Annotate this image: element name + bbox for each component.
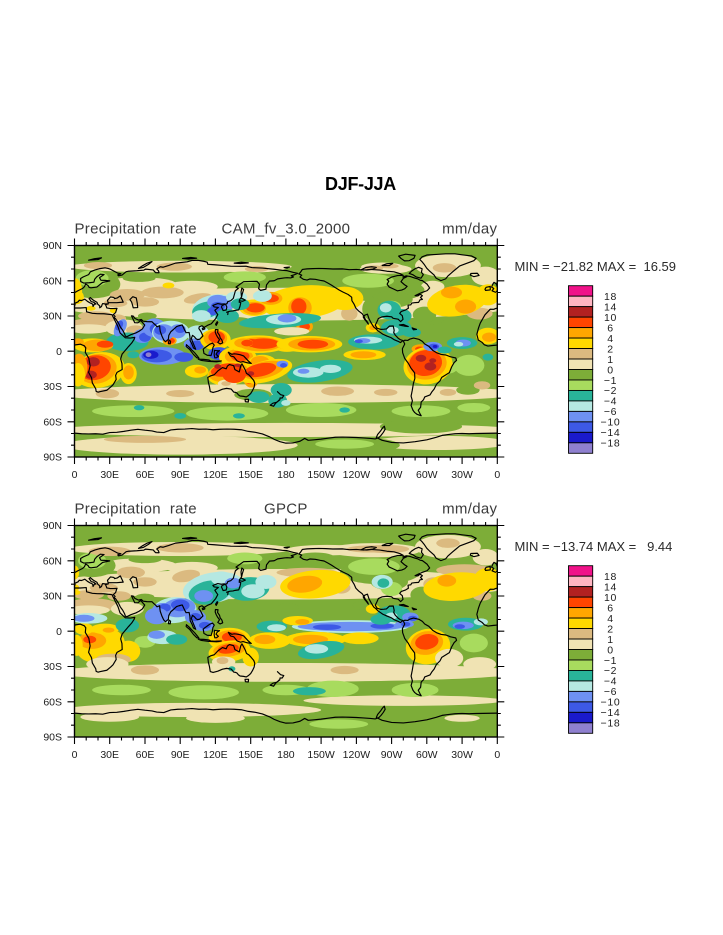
svg-text:30E: 30E — [100, 749, 119, 761]
svg-text:60E: 60E — [136, 749, 155, 761]
svg-text:18: 18 — [604, 291, 617, 303]
svg-text:Precipitation rate: Precipitation rate — [75, 221, 197, 238]
svg-text:60W: 60W — [416, 749, 438, 761]
svg-text:90S: 90S — [43, 452, 62, 464]
svg-text:14: 14 — [604, 582, 617, 594]
svg-text:60S: 60S — [43, 416, 62, 428]
svg-text:2: 2 — [607, 343, 614, 355]
svg-text:−1: −1 — [604, 375, 617, 387]
svg-text:60W: 60W — [416, 469, 438, 481]
svg-text:0: 0 — [607, 364, 614, 376]
svg-text:10: 10 — [604, 592, 617, 604]
svg-text:180: 180 — [277, 749, 295, 761]
svg-text:2: 2 — [607, 623, 614, 635]
svg-text:30N: 30N — [43, 311, 62, 323]
svg-text:6: 6 — [607, 602, 614, 614]
svg-text:−14: −14 — [601, 707, 621, 719]
svg-text:GPCP: GPCP — [264, 501, 308, 518]
svg-text:150W: 150W — [307, 469, 335, 481]
svg-text:90N: 90N — [43, 240, 62, 252]
svg-text:90E: 90E — [171, 749, 190, 761]
svg-text:−4: −4 — [604, 396, 617, 408]
svg-text:90S: 90S — [43, 732, 62, 744]
svg-text:120W: 120W — [343, 749, 371, 761]
svg-text:−6: −6 — [604, 406, 617, 418]
svg-text:150E: 150E — [238, 749, 263, 761]
svg-text:30N: 30N — [43, 591, 62, 603]
svg-text:−10: −10 — [601, 417, 621, 429]
svg-text:4: 4 — [607, 333, 614, 345]
svg-text:90N: 90N — [43, 520, 62, 532]
svg-text:−10: −10 — [601, 697, 621, 709]
svg-text:0: 0 — [607, 644, 614, 656]
svg-text:0: 0 — [72, 469, 78, 481]
svg-text:MIN = −21.82 MAX = 16.59: MIN = −21.82 MAX = 16.59 — [515, 259, 677, 274]
svg-text:30S: 30S — [43, 661, 62, 673]
svg-text:90W: 90W — [381, 469, 403, 481]
svg-text:−6: −6 — [604, 686, 617, 698]
svg-text:30S: 30S — [43, 381, 62, 393]
svg-text:0: 0 — [72, 749, 78, 761]
svg-text:4: 4 — [607, 613, 614, 625]
svg-text:−14: −14 — [601, 427, 621, 439]
svg-text:−2: −2 — [604, 665, 617, 677]
svg-text:150E: 150E — [238, 469, 263, 481]
svg-text:60N: 60N — [43, 275, 62, 287]
svg-text:30E: 30E — [100, 469, 119, 481]
svg-text:120E: 120E — [203, 749, 228, 761]
svg-text:mm/day: mm/day — [442, 501, 497, 518]
svg-text:−4: −4 — [604, 676, 617, 688]
svg-text:Precipitation rate: Precipitation rate — [75, 501, 197, 518]
svg-text:mm/day: mm/day — [442, 221, 497, 238]
svg-text:90E: 90E — [171, 469, 190, 481]
svg-text:150W: 150W — [307, 749, 335, 761]
svg-text:18: 18 — [604, 571, 617, 583]
svg-text:1: 1 — [607, 354, 614, 366]
svg-text:−18: −18 — [601, 438, 621, 450]
svg-text:0: 0 — [56, 346, 62, 358]
svg-text:60N: 60N — [43, 556, 62, 568]
svg-text:180: 180 — [277, 469, 295, 481]
svg-text:0: 0 — [494, 749, 500, 761]
svg-text:120W: 120W — [343, 469, 371, 481]
svg-text:30W: 30W — [451, 749, 473, 761]
svg-text:MIN = −13.74 MAX = 9.44: MIN = −13.74 MAX = 9.44 — [515, 539, 673, 554]
svg-text:120E: 120E — [203, 469, 228, 481]
svg-text:DJF-JJA: DJF-JJA — [325, 174, 396, 194]
svg-text:90W: 90W — [381, 749, 403, 761]
svg-text:60S: 60S — [43, 697, 62, 709]
svg-text:CAM_fv_3.0_2000: CAM_fv_3.0_2000 — [222, 221, 351, 238]
svg-text:−18: −18 — [601, 718, 621, 730]
svg-text:−2: −2 — [604, 385, 617, 397]
svg-text:0: 0 — [494, 469, 500, 481]
svg-text:10: 10 — [604, 312, 617, 324]
svg-text:1: 1 — [607, 634, 614, 646]
svg-text:30W: 30W — [451, 469, 473, 481]
svg-text:6: 6 — [607, 322, 614, 334]
svg-text:60E: 60E — [136, 469, 155, 481]
svg-text:−1: −1 — [604, 655, 617, 667]
svg-text:14: 14 — [604, 301, 617, 313]
svg-text:0: 0 — [56, 626, 62, 638]
